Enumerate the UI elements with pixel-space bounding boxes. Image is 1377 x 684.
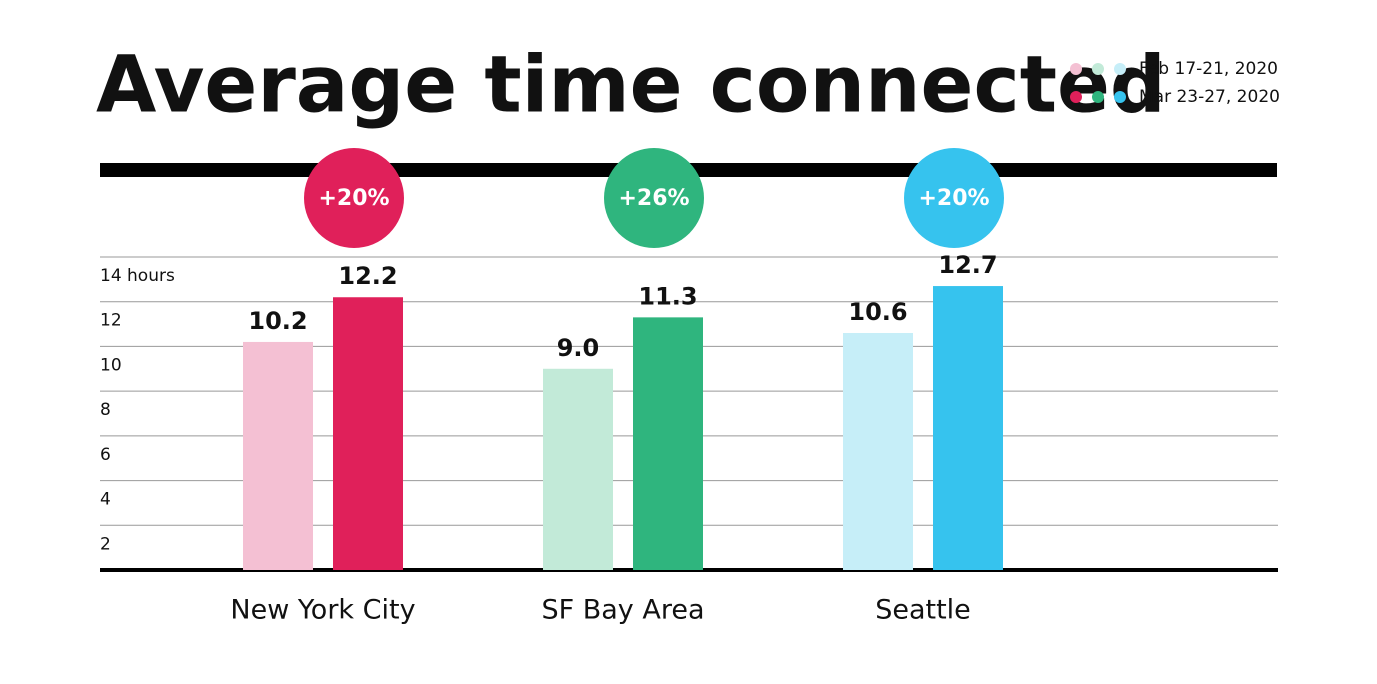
- x-tick-label: SF Bay Area: [541, 595, 704, 626]
- value-label: 10.2: [248, 307, 307, 335]
- legend-dot: [1092, 63, 1104, 75]
- bar: [333, 297, 403, 570]
- x-tick-label: New York City: [230, 595, 415, 626]
- legend-dot: [1114, 91, 1126, 103]
- y-tick-label: 2: [100, 534, 111, 554]
- bar: [633, 317, 703, 570]
- y-tick-label: 8: [100, 400, 111, 420]
- change-label: +26%: [618, 186, 689, 211]
- bar: [843, 333, 913, 570]
- change-label: +20%: [318, 186, 389, 211]
- legend-dot: [1114, 63, 1126, 75]
- bar: [933, 286, 1003, 570]
- value-label: 11.3: [638, 282, 697, 310]
- bar: [543, 368, 613, 570]
- change-badge: [904, 148, 1004, 248]
- y-tick-label: 10: [100, 355, 122, 375]
- y-tick-label: 12: [100, 311, 122, 331]
- legend-dot: [1070, 91, 1082, 103]
- legend-dot: [1070, 63, 1082, 75]
- value-label: 10.6: [848, 298, 907, 326]
- legend-label: Feb 17-21, 2020: [1139, 59, 1278, 79]
- x-tick-label: Seattle: [875, 595, 971, 626]
- change-badge: [604, 148, 704, 248]
- value-label: 12.7: [938, 251, 997, 279]
- legend-label: Mar 23-27, 2020: [1139, 87, 1280, 107]
- y-tick-label: 4: [100, 490, 111, 510]
- value-label: 12.2: [338, 262, 397, 290]
- legend-dot: [1092, 91, 1104, 103]
- y-tick-label: 14 hours: [100, 266, 175, 286]
- bar: [243, 341, 313, 570]
- y-tick-label: 6: [100, 445, 111, 465]
- change-label: +20%: [918, 186, 989, 211]
- change-badge: [304, 148, 404, 248]
- chart-title: Average time connected: [96, 40, 1166, 130]
- value-label: 9.0: [557, 334, 600, 362]
